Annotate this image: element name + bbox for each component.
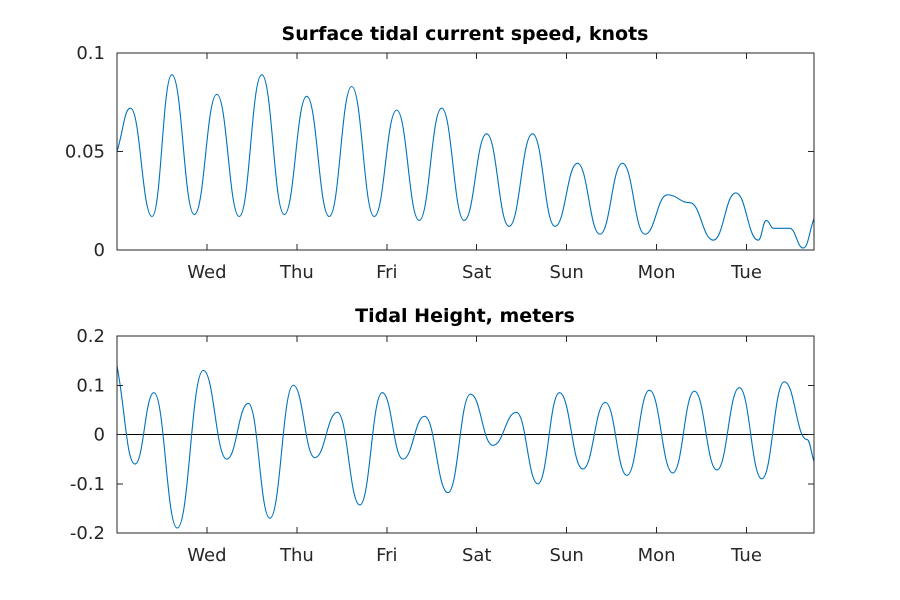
speed-x-tick-label: Wed bbox=[187, 262, 226, 283]
height-y-tick-label: 0 bbox=[94, 425, 105, 446]
height-x-tick-label: Tue bbox=[730, 545, 762, 566]
height-y-tick-label: 0.2 bbox=[76, 326, 105, 347]
speed-x-tick-label: Sat bbox=[462, 262, 492, 283]
speed-y-tick-label: 0.1 bbox=[76, 43, 105, 64]
height-x-tick-label: Thu bbox=[279, 545, 314, 566]
current-speed-panel: Surface tidal current speed, knots Wed Th… bbox=[65, 23, 815, 283]
tidal-height-plot bbox=[117, 365, 814, 529]
current-speed-title: Surface tidal current speed, knots bbox=[282, 23, 649, 45]
speed-y-tick-label: 0.05 bbox=[65, 142, 105, 163]
speed-y-tick-label: 0 bbox=[94, 240, 105, 261]
speed-x-tick-label: Tue bbox=[730, 262, 762, 283]
speed-x-tick-label: Sun bbox=[550, 262, 584, 283]
height-y-tick-label: 0.1 bbox=[76, 375, 105, 396]
height-series-line bbox=[117, 365, 814, 529]
speed-x-tick-label: Mon bbox=[638, 262, 676, 283]
speed-x-tick-label: Thu bbox=[279, 262, 314, 283]
height-y-tick-label: -0.1 bbox=[70, 474, 105, 495]
tidal-height-panel: Tidal Height, meters Wed Thu Fri Sat Sun Mon T… bbox=[70, 305, 815, 566]
current-speed-ticks: Wed Thu Fri Sat Sun Mon Tue 0 0.05 0.1 bbox=[65, 43, 814, 283]
speed-series-line bbox=[117, 74, 814, 249]
height-x-tick-label: Fri bbox=[376, 545, 397, 566]
height-x-tick-label: Sat bbox=[462, 545, 492, 566]
height-x-tick-label: Mon bbox=[638, 545, 676, 566]
height-y-tick-label: -0.2 bbox=[70, 523, 105, 544]
current-speed-plot bbox=[117, 74, 814, 249]
speed-x-tick-label: Fri bbox=[376, 262, 397, 283]
height-x-tick-label: Sun bbox=[550, 545, 584, 566]
tidal-height-title: Tidal Height, meters bbox=[355, 305, 575, 327]
height-x-tick-label: Wed bbox=[187, 545, 226, 566]
tidal-height-ticks: Wed Thu Fri Sat Sun Mon Tue -0.2 -0.1 0 0.1 0.2 bbox=[70, 326, 814, 566]
